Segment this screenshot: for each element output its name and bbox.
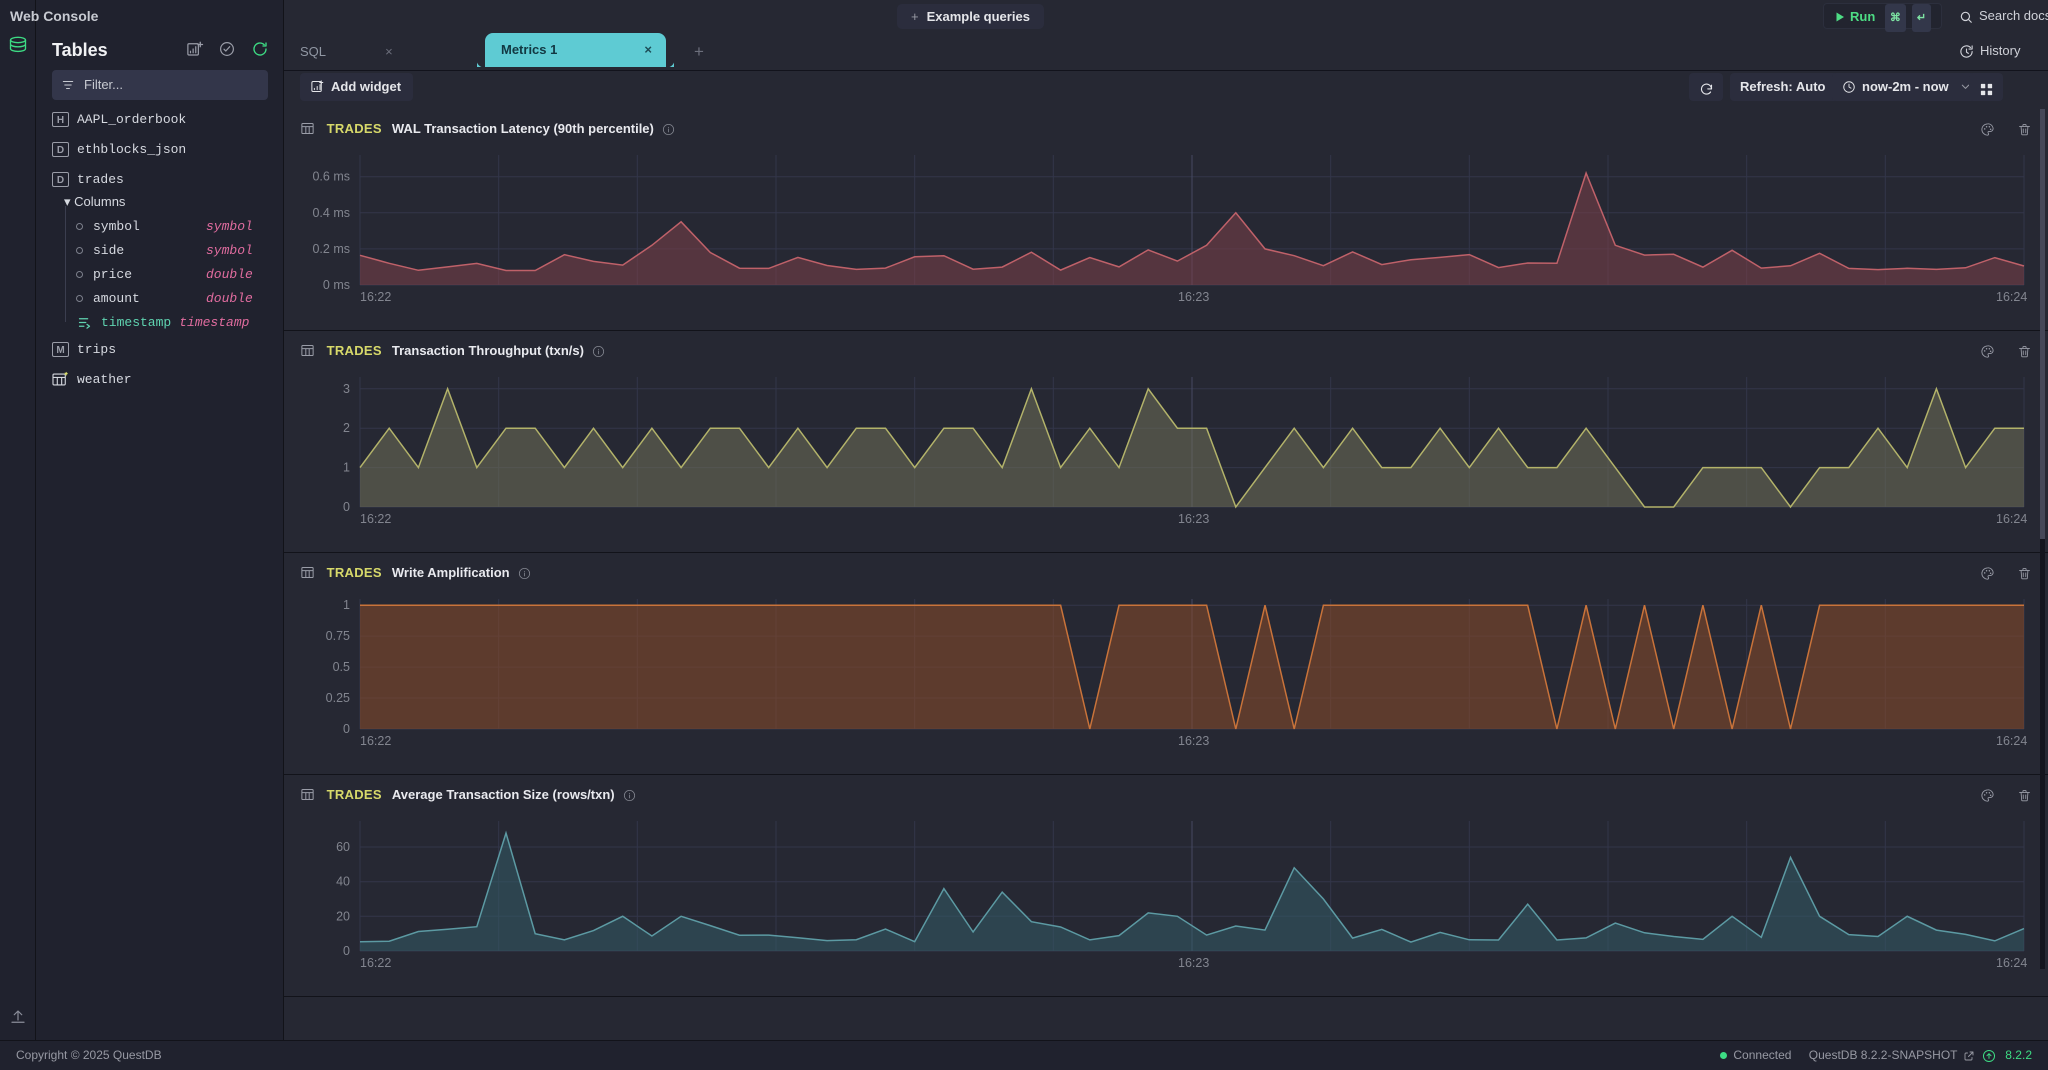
svg-text:16:23: 16:23 (1178, 512, 1209, 526)
svg-text:0 ms: 0 ms (323, 278, 350, 292)
svg-text:16:22: 16:22 (360, 290, 391, 304)
svg-text:16:24: 16:24 (1996, 734, 2027, 748)
svg-text:0.25: 0.25 (326, 691, 350, 705)
svg-text:60: 60 (336, 840, 350, 854)
svg-text:16:24: 16:24 (1996, 512, 2027, 526)
svg-text:16:22: 16:22 (360, 734, 391, 748)
svg-text:2: 2 (343, 421, 350, 435)
svg-text:16:22: 16:22 (360, 512, 391, 526)
svg-text:16:24: 16:24 (1996, 956, 2027, 970)
svg-text:1: 1 (343, 598, 350, 612)
svg-text:0: 0 (343, 944, 350, 958)
svg-text:0: 0 (343, 722, 350, 736)
svg-text:0.5: 0.5 (333, 660, 350, 674)
svg-text:0.4 ms: 0.4 ms (312, 206, 350, 220)
svg-text:3: 3 (343, 382, 350, 396)
svg-text:0: 0 (343, 500, 350, 514)
svg-text:16:22: 16:22 (360, 956, 391, 970)
svg-text:0.6 ms: 0.6 ms (312, 170, 350, 184)
svg-text:16:23: 16:23 (1178, 290, 1209, 304)
svg-text:1: 1 (343, 461, 350, 475)
svg-text:20: 20 (336, 909, 350, 923)
svg-text:16:23: 16:23 (1178, 734, 1209, 748)
svg-text:16:23: 16:23 (1178, 956, 1209, 970)
svg-text:0.2 ms: 0.2 ms (312, 242, 350, 256)
svg-text:40: 40 (336, 875, 350, 889)
svg-text:16:24: 16:24 (1996, 290, 2027, 304)
svg-text:0.75: 0.75 (326, 629, 350, 643)
